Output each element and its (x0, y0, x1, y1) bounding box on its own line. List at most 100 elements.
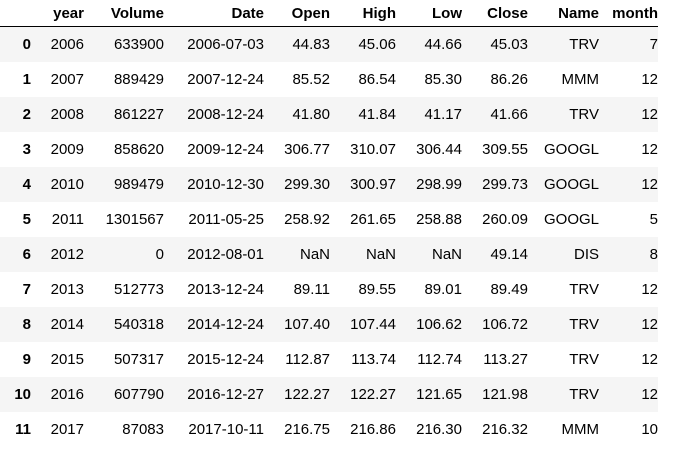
dataframe-table: year Volume Date Open High Low Close Nam… (0, 0, 658, 447)
row-index: 5 (22, 210, 31, 228)
cell-high: 122.27 (350, 385, 396, 403)
cell-date: 2006-07-03 (187, 35, 264, 53)
cell-name: MMM (561, 420, 600, 438)
table-row: 2 2008 861227 2008-12-24 41.80 41.84 41.17 41.6… (0, 96, 658, 132)
cell-low: 112.74 (417, 350, 462, 368)
cell-date: 2011-05-25 (188, 210, 264, 228)
cell-open: 112.87 (285, 350, 330, 368)
cell-month: 12 (641, 70, 658, 88)
cell-close: 106.72 (482, 315, 528, 333)
cell-name: DIS (573, 245, 599, 263)
cell-volume: 0 (155, 245, 164, 263)
cell-open: 89.11 (293, 280, 330, 298)
cell-date: 2012-08-01 (187, 245, 264, 263)
cell-volume: 861227 (113, 105, 164, 123)
cell-year: 2015 (50, 350, 84, 368)
row-index: 11 (15, 420, 31, 438)
cell-low: 121.65 (416, 385, 462, 403)
cell-month: 5 (649, 210, 658, 228)
cell-volume: 989479 (113, 175, 164, 193)
cell-name: TRV (569, 315, 599, 333)
cell-month: 8 (649, 245, 658, 263)
column-header-volume: Volume (84, 0, 164, 27)
cell-high: 310.07 (350, 140, 396, 158)
cell-month: 12 (641, 350, 658, 368)
cell-close: 260.09 (482, 210, 528, 228)
cell-volume: 507317 (113, 350, 164, 368)
cell-name: TRV (569, 35, 599, 53)
cell-high: 216.86 (350, 420, 396, 438)
cell-volume: 858620 (113, 140, 164, 158)
cell-high: 261.65 (350, 210, 396, 228)
cell-month: 12 (641, 385, 658, 403)
cell-date: 2017-10-11 (188, 420, 264, 438)
cell-date: 2014-12-24 (187, 315, 264, 333)
cell-year: 2007 (50, 70, 84, 88)
column-header-high: High (330, 0, 396, 27)
cell-month: 12 (641, 105, 658, 123)
cell-volume: 607790 (113, 385, 164, 403)
table-row: 0 2006 633900 2006-07-03 44.83 45.06 44.66 45.0… (0, 26, 658, 62)
cell-month: 10 (641, 420, 658, 438)
cell-open: 107.40 (284, 315, 330, 333)
cell-year: 2012 (50, 245, 84, 263)
cell-close: 121.98 (482, 385, 528, 403)
cell-high: 86.54 (358, 70, 396, 88)
cell-year: 2014 (50, 315, 84, 333)
column-header-name: Name (528, 0, 599, 27)
cell-volume: 87083 (122, 420, 164, 438)
header-row: year Volume Date Open High Low Close Nam… (0, 0, 658, 27)
column-header-date: Date (164, 0, 264, 27)
column-header-close: Close (462, 0, 528, 27)
row-index: 7 (22, 280, 31, 298)
cell-close: 113.27 (483, 350, 528, 368)
cell-high: 107.44 (350, 315, 396, 333)
table-row: 1 2007 889429 2007-12-24 85.52 86.54 85.30 86.2… (0, 61, 658, 97)
cell-open: 41.80 (292, 105, 330, 123)
cell-open: 216.75 (284, 420, 330, 438)
cell-month: 12 (641, 140, 658, 158)
cell-name: TRV (569, 105, 599, 123)
cell-name: GOOGL (543, 140, 599, 158)
cell-date: 2013-12-24 (187, 280, 264, 298)
cell-name: TRV (569, 350, 599, 368)
cell-open: NaN (299, 245, 330, 263)
column-header-month: month (599, 0, 658, 27)
cell-year: 2010 (50, 175, 84, 193)
cell-close: 86.26 (490, 70, 528, 88)
cell-low: 41.17 (424, 105, 462, 123)
cell-close: 49.14 (490, 245, 528, 263)
cell-year: 2017 (50, 420, 84, 438)
cell-high: 113.74 (351, 350, 396, 368)
cell-month: 12 (641, 175, 658, 193)
cell-low: 306.44 (416, 140, 462, 158)
cell-low: 216.30 (416, 420, 462, 438)
cell-high: 300.97 (350, 175, 396, 193)
cell-close: 309.55 (482, 140, 528, 158)
cell-open: 306.77 (284, 140, 330, 158)
cell-close: 45.03 (490, 35, 528, 53)
cell-year: 2013 (50, 280, 84, 298)
cell-volume: 889429 (113, 70, 164, 88)
cell-low: 85.30 (424, 70, 462, 88)
cell-close: 89.49 (490, 280, 528, 298)
cell-date: 2010-12-30 (187, 175, 264, 193)
row-index: 1 (22, 70, 31, 88)
cell-date: 2015-12-24 (187, 350, 264, 368)
cell-low: 258.88 (416, 210, 462, 228)
cell-date: 2009-12-24 (187, 140, 264, 158)
cell-month: 12 (641, 315, 658, 333)
cell-open: 299.30 (284, 175, 330, 193)
cell-high: 41.84 (358, 105, 396, 123)
cell-name: TRV (569, 385, 599, 403)
cell-low: NaN (431, 245, 462, 263)
table-row: 11 2017 87083 2017-10-11 216.75 216.86 216.30 2… (0, 411, 658, 447)
row-index: 3 (22, 140, 31, 158)
cell-volume: 540318 (113, 315, 164, 333)
cell-month: 7 (649, 35, 658, 53)
table-header: year Volume Date Open High Low Close Nam… (0, 0, 658, 27)
table-row: 8 2014 540318 2014-12-24 107.40 107.44 106.62 1… (0, 306, 658, 342)
table-row: 5 2011 1301567 2011-05-25 258.92 261.65 258.88… (0, 201, 658, 237)
row-index: 8 (22, 315, 31, 333)
cell-year: 2011 (51, 210, 84, 228)
